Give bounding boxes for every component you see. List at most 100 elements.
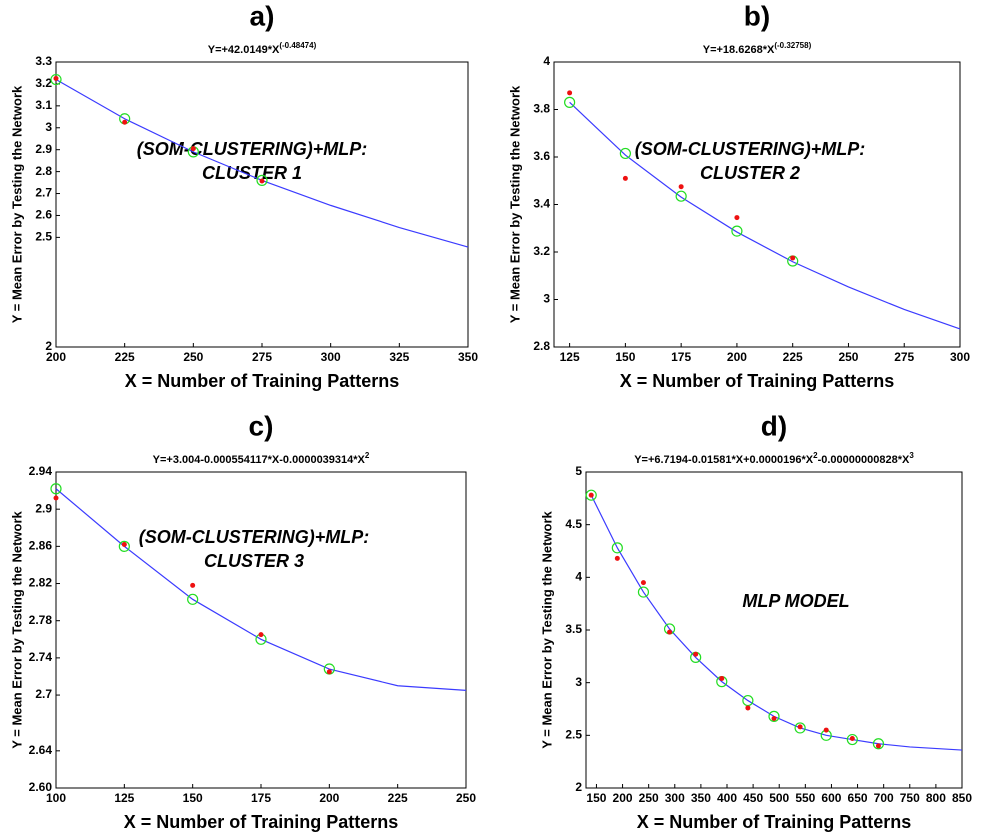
plot-area [553, 61, 961, 348]
observed-point [190, 582, 196, 588]
x-tick-label: 225 [388, 791, 408, 805]
equation-superscript: 2 [365, 451, 370, 460]
x-tick-label: 275 [894, 350, 914, 364]
x-tick-label: 850 [952, 791, 972, 805]
annotation: (SOM-CLUSTERING)+MLP: [635, 139, 865, 159]
x-tick-label: 300 [665, 791, 685, 805]
observed-point [640, 580, 646, 586]
equation-part: Y=+3.004-0.000554117*X-0.0000039314*X [153, 454, 366, 466]
equation-superscript: (-0.48474) [279, 41, 316, 50]
x-tick-label: 200 [727, 350, 747, 364]
y-tick-label: 4 [575, 570, 582, 584]
equation-part: -0.00000000828*X [818, 454, 910, 466]
x-tick-label: 125 [114, 791, 134, 805]
fitted-point [794, 722, 806, 734]
y-tick-label: 2.8 [533, 339, 550, 353]
y-tick-label: 2.5 [35, 230, 52, 244]
observed-point [693, 651, 699, 657]
fitted-point [731, 225, 743, 237]
y-tick-label: 3.5 [565, 622, 582, 636]
fitted-point [564, 96, 576, 108]
annotation: CLUSTER 2 [700, 163, 800, 183]
panel-title: c) [249, 410, 274, 441]
x-tick-label: 200 [613, 791, 633, 805]
x-tick-label: 325 [389, 350, 409, 364]
x-tick-label: 450 [743, 791, 763, 805]
observed-point [326, 669, 332, 675]
fitted-point [637, 586, 650, 598]
x-tick-label: 275 [252, 350, 272, 364]
observed-point [771, 715, 777, 721]
y-tick-label: 3.1 [35, 98, 52, 112]
annotation: CLUSTER 1 [202, 163, 302, 183]
y-tick-label: 2.8 [35, 164, 52, 178]
plot-area [55, 471, 467, 789]
observed-point [190, 146, 196, 152]
y-tick-label: 4 [543, 54, 550, 68]
observed-point [790, 255, 796, 261]
x-tick-label: 150 [615, 350, 635, 364]
y-tick-label: 3.2 [533, 244, 550, 258]
x-tick-label: 800 [926, 791, 946, 805]
x-tick-label: 125 [560, 350, 580, 364]
x-tick-label: 175 [671, 350, 691, 364]
equation: Y=+3.004-0.000554117*X-0.0000039314*X2 [153, 451, 370, 466]
x-tick-label: 225 [783, 350, 803, 364]
panel: c)Y=+3.004-0.000554117*X-0.0000039314*X2… [9, 410, 476, 831]
x-tick-label: 350 [458, 350, 478, 364]
equation: Y=+42.0149*X(-0.48474) [208, 41, 317, 56]
observed-point [622, 175, 628, 181]
observed-point [667, 629, 673, 635]
y-tick-label: 4.5 [565, 517, 582, 531]
x-axis-label: X = Number of Training Patterns [124, 812, 399, 832]
observed-point [53, 495, 59, 501]
y-tick-label: 2.7 [35, 186, 52, 200]
y-tick-label: 5 [575, 464, 582, 478]
plot-area [585, 471, 963, 789]
equation: Y=+18.6268*X(-0.32758) [703, 41, 812, 56]
y-tick-label: 3 [575, 675, 582, 689]
y-tick-label: 2.5 [565, 728, 582, 742]
fitted-point [611, 542, 623, 554]
observed-point [258, 632, 264, 638]
x-tick-label: 600 [821, 791, 841, 805]
observed-point [588, 492, 594, 498]
observed-point [797, 724, 803, 730]
annotation: (SOM-CLUSTERING)+MLP: [139, 527, 369, 547]
x-tick-label: 500 [769, 791, 789, 805]
y-tick-label: 2.74 [29, 650, 53, 664]
fitted-point [846, 733, 858, 746]
fitted-point [619, 147, 631, 160]
fitted-point [256, 174, 268, 186]
x-axis-label: X = Number of Training Patterns [125, 371, 400, 391]
x-tick-label: 150 [586, 791, 606, 805]
x-tick-label: 250 [456, 791, 476, 805]
panel-title: b) [744, 0, 770, 31]
observed-point [259, 178, 265, 184]
x-tick-label: 250 [183, 350, 203, 364]
x-tick-label: 200 [319, 791, 339, 805]
x-tick-label: 150 [183, 791, 203, 805]
y-tick-label: 3 [543, 292, 550, 306]
y-tick-label: 2.78 [29, 613, 53, 627]
annotation: MLP MODEL [742, 591, 849, 611]
equation-superscript: 2 [813, 451, 818, 460]
y-tick-label: 2.60 [29, 780, 53, 794]
panel: d)Y=+6.7194-0.01581*X+0.0000196*X2-0.000… [539, 410, 972, 831]
y-tick-label: 2 [45, 339, 52, 353]
y-tick-label: 3.6 [533, 149, 550, 163]
observed-point [678, 184, 684, 190]
x-tick-label: 550 [795, 791, 815, 805]
y-tick-label: 2.64 [29, 743, 53, 757]
x-tick-label: 300 [321, 350, 341, 364]
fit-curve [569, 101, 961, 330]
y-axis-label: Y = Mean Error by Testing the Network [9, 85, 24, 323]
observed-point [875, 743, 881, 749]
panel-title: a) [250, 0, 275, 31]
x-tick-label: 650 [848, 791, 868, 805]
panel: b) Y=+18.6268*X(-0.32758) 125 150 175 200 225 2… [507, 0, 970, 390]
y-axis-label: Y = Mean Error by Testing the Network [9, 510, 24, 748]
observed-point [734, 215, 740, 221]
equation-part: Y=+42.0149*X [208, 44, 280, 56]
